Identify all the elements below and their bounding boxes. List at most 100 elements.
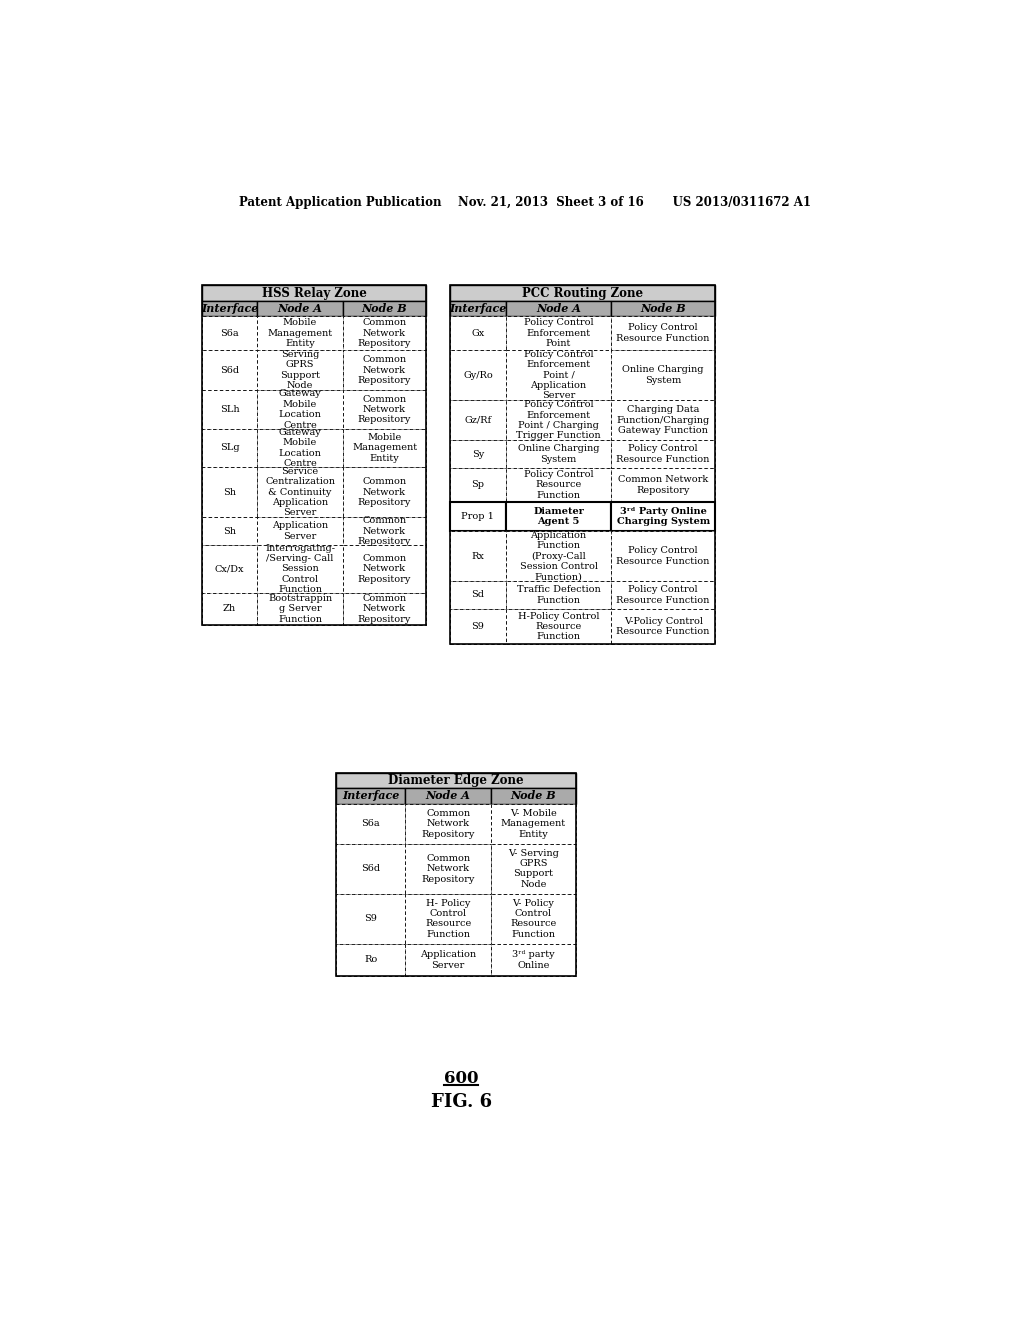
- Bar: [490, 894, 575, 944]
- Text: SLh: SLh: [220, 405, 240, 414]
- Bar: [450, 285, 716, 644]
- Text: Mobile
Management
Entity: Mobile Management Entity: [267, 318, 333, 348]
- Bar: [406, 944, 490, 977]
- Bar: [202, 285, 426, 301]
- Bar: [450, 469, 506, 502]
- Bar: [450, 350, 506, 400]
- Text: Common
Network
Repository: Common Network Repository: [357, 395, 412, 424]
- Text: Online Charging
System: Online Charging System: [518, 445, 599, 463]
- Bar: [611, 502, 716, 531]
- Text: Application
Function
(Proxy-Call
Session Control
Function): Application Function (Proxy-Call Session…: [519, 531, 598, 582]
- Bar: [506, 317, 611, 350]
- Text: Zh: Zh: [223, 605, 237, 614]
- Bar: [343, 317, 426, 350]
- Text: Online Charging
System: Online Charging System: [623, 366, 703, 385]
- Text: Policy Control
Resource Function: Policy Control Resource Function: [616, 585, 710, 605]
- Bar: [506, 609, 611, 644]
- Text: Sy: Sy: [472, 450, 484, 458]
- Bar: [450, 400, 506, 441]
- Text: Gz/Rf: Gz/Rf: [464, 416, 492, 425]
- Text: Policy Control
Enforcement
Point /
Application
Server: Policy Control Enforcement Point / Appli…: [523, 350, 593, 400]
- Bar: [202, 301, 257, 317]
- Bar: [336, 774, 575, 977]
- Bar: [257, 593, 343, 626]
- Text: Node B: Node B: [640, 304, 686, 314]
- Bar: [450, 502, 506, 531]
- Bar: [611, 400, 716, 441]
- Text: V- Serving
GPRS
Support
Node: V- Serving GPRS Support Node: [508, 849, 559, 888]
- Text: S6a: S6a: [220, 329, 239, 338]
- Bar: [490, 843, 575, 894]
- Text: Common
Network
Repository: Common Network Repository: [357, 554, 412, 583]
- Bar: [611, 581, 716, 609]
- Bar: [450, 502, 506, 531]
- Text: Common
Network
Repository: Common Network Repository: [357, 594, 412, 624]
- Text: Serving
GPRS
Support
Node: Serving GPRS Support Node: [280, 350, 321, 391]
- Bar: [336, 944, 406, 977]
- Text: Interface: Interface: [342, 791, 399, 801]
- Text: Application
Server: Application Server: [420, 950, 476, 970]
- Text: Common
Network
Repository: Common Network Repository: [422, 854, 475, 883]
- Bar: [490, 788, 575, 804]
- Text: Common
Network
Repository: Common Network Repository: [422, 809, 475, 838]
- Bar: [257, 317, 343, 350]
- Bar: [202, 467, 257, 517]
- Text: H- Policy
Control
Resource
Function: H- Policy Control Resource Function: [425, 899, 471, 939]
- Bar: [343, 429, 426, 467]
- Bar: [506, 301, 611, 317]
- Bar: [506, 531, 611, 581]
- Bar: [450, 609, 506, 644]
- Bar: [343, 517, 426, 545]
- Text: Application
Server: Application Server: [272, 521, 328, 541]
- Text: V- Mobile
Management
Entity: V- Mobile Management Entity: [501, 809, 566, 838]
- Bar: [506, 581, 611, 609]
- Bar: [450, 581, 506, 609]
- Text: V-Policy Control
Resource Function: V-Policy Control Resource Function: [616, 616, 710, 636]
- Text: Sp: Sp: [471, 480, 484, 490]
- Text: Policy Control
Resource Function: Policy Control Resource Function: [616, 546, 710, 566]
- Bar: [450, 317, 506, 350]
- Text: V- Policy
Control
Resource
Function: V- Policy Control Resource Function: [510, 899, 556, 939]
- Bar: [506, 400, 611, 441]
- Text: Gateway
Mobile
Location
Centre: Gateway Mobile Location Centre: [279, 389, 322, 429]
- Bar: [257, 301, 343, 317]
- Text: Node A: Node A: [537, 304, 581, 314]
- Bar: [202, 517, 257, 545]
- Bar: [611, 441, 716, 469]
- Text: PCC Routing Zone: PCC Routing Zone: [522, 286, 643, 300]
- Bar: [202, 429, 257, 467]
- Bar: [343, 467, 426, 517]
- Text: SLg: SLg: [220, 444, 240, 453]
- Text: HSS Relay Zone: HSS Relay Zone: [261, 286, 367, 300]
- Bar: [202, 350, 257, 391]
- Bar: [336, 894, 406, 944]
- Bar: [611, 531, 716, 581]
- Text: Prop 1: Prop 1: [462, 512, 495, 521]
- Text: S9: S9: [365, 915, 377, 923]
- Bar: [257, 391, 343, 429]
- Bar: [202, 317, 257, 350]
- Text: Node B: Node B: [361, 304, 408, 314]
- Text: Node A: Node A: [278, 304, 323, 314]
- Text: Policy Control
Resource Function: Policy Control Resource Function: [616, 323, 710, 343]
- Text: Common Network
Repository: Common Network Repository: [618, 475, 709, 495]
- Bar: [611, 609, 716, 644]
- Bar: [406, 804, 490, 843]
- Bar: [343, 593, 426, 626]
- Text: Gx: Gx: [471, 329, 484, 338]
- Bar: [336, 843, 406, 894]
- Text: Gateway
Mobile
Location
Centre: Gateway Mobile Location Centre: [279, 428, 322, 469]
- Bar: [490, 944, 575, 977]
- Text: Interface: Interface: [201, 304, 258, 314]
- Text: Interrogating-
/Serving- Call
Session
Control
Function: Interrogating- /Serving- Call Session Co…: [265, 544, 335, 594]
- Bar: [343, 391, 426, 429]
- Text: Common
Network
Repository: Common Network Repository: [357, 516, 412, 546]
- Bar: [343, 545, 426, 593]
- Bar: [257, 545, 343, 593]
- Bar: [611, 502, 716, 531]
- Text: Sh: Sh: [223, 487, 236, 496]
- Text: Bootstrappin
g Server
Function: Bootstrappin g Server Function: [268, 594, 332, 624]
- Bar: [343, 350, 426, 391]
- Bar: [450, 301, 506, 317]
- Bar: [506, 441, 611, 469]
